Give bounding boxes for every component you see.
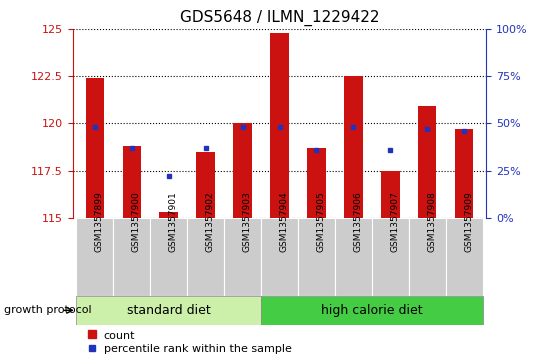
Bar	[335, 218, 372, 296]
Bar	[418, 106, 437, 218]
Bar	[409, 218, 446, 296]
Text: high calorie diet: high calorie diet	[321, 304, 423, 317]
Text: GSM1357902: GSM1357902	[206, 191, 215, 252]
Text: GSM1357899: GSM1357899	[95, 191, 104, 252]
Bar	[261, 218, 298, 296]
Bar	[233, 123, 252, 218]
Bar	[77, 296, 261, 325]
Text: GSM1357904: GSM1357904	[280, 191, 288, 252]
Bar	[298, 218, 335, 296]
Bar	[159, 212, 178, 218]
Bar	[122, 146, 141, 218]
Bar	[261, 296, 482, 325]
Bar	[196, 152, 215, 218]
Text: GSM1357907: GSM1357907	[390, 191, 399, 252]
Bar	[270, 33, 289, 218]
Bar	[381, 171, 400, 218]
Bar	[187, 218, 224, 296]
Bar	[307, 148, 326, 218]
Bar	[86, 78, 104, 218]
Bar	[455, 129, 473, 218]
Bar	[150, 218, 187, 296]
Text: GSM1357903: GSM1357903	[243, 191, 252, 252]
Bar	[113, 218, 150, 296]
Bar	[446, 218, 482, 296]
Text: growth protocol: growth protocol	[4, 305, 92, 315]
Text: standard diet: standard diet	[127, 304, 211, 317]
Bar	[77, 218, 113, 296]
Title: GDS5648 / ILMN_1229422: GDS5648 / ILMN_1229422	[180, 10, 379, 26]
Bar	[344, 76, 363, 218]
Text: GSM1357905: GSM1357905	[316, 191, 325, 252]
Text: GSM1357906: GSM1357906	[353, 191, 362, 252]
Text: GSM1357909: GSM1357909	[464, 191, 473, 252]
Bar	[224, 218, 261, 296]
Text: GSM1357900: GSM1357900	[132, 191, 141, 252]
Bar	[372, 218, 409, 296]
Legend: count, percentile rank within the sample: count, percentile rank within the sample	[89, 330, 292, 354]
Text: GSM1357901: GSM1357901	[169, 191, 178, 252]
Text: GSM1357908: GSM1357908	[427, 191, 436, 252]
